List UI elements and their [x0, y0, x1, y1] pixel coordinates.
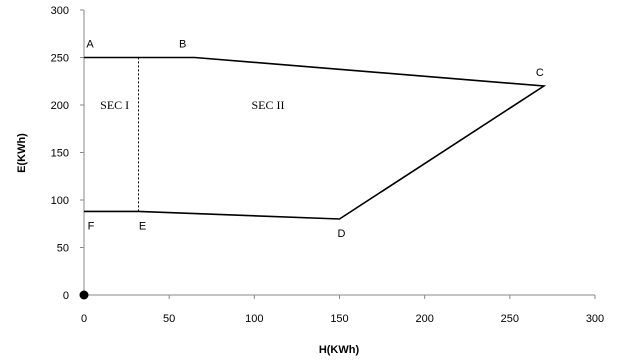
- point-label-b: B: [179, 39, 186, 51]
- x-tick-label: 0: [81, 313, 87, 325]
- x-tick-label: 50: [163, 313, 175, 325]
- point-label-f: F: [88, 220, 95, 232]
- origin-marker: [79, 290, 89, 300]
- y-tick-label: 100: [51, 195, 69, 207]
- y-tick-label: 200: [51, 100, 69, 112]
- axes: 0 50 100 150 200 250 300 0 50 100 150 200 250 300: [51, 5, 605, 325]
- series-line: [84, 56, 547, 220]
- plot-marks: [79, 56, 547, 300]
- y-tick-label: 150: [51, 148, 69, 160]
- point-label-c: C: [536, 67, 544, 79]
- y-axis-title: E(KWh): [16, 133, 28, 173]
- point-label-a: A: [86, 39, 94, 51]
- region-label-2: SEC II: [251, 98, 284, 112]
- y-tick-label: 50: [57, 243, 69, 255]
- point-label-d: D: [338, 228, 346, 240]
- point-label-e: E: [139, 220, 146, 232]
- point-labels: A B C D E F SEC I SEC II: [86, 39, 544, 241]
- y-tick-label: 250: [51, 53, 69, 65]
- region-label-1: SEC I: [100, 98, 129, 112]
- x-tick-label: 200: [415, 313, 433, 325]
- y-tick-label: 0: [63, 290, 69, 302]
- y-tick-label: 300: [51, 5, 69, 17]
- x-tick-label: 150: [330, 313, 348, 325]
- x-axis-title: H(KWh): [319, 344, 360, 356]
- x-tick-label: 250: [501, 313, 519, 325]
- x-tick-label: 100: [245, 313, 263, 325]
- x-tick-label: 300: [586, 313, 604, 325]
